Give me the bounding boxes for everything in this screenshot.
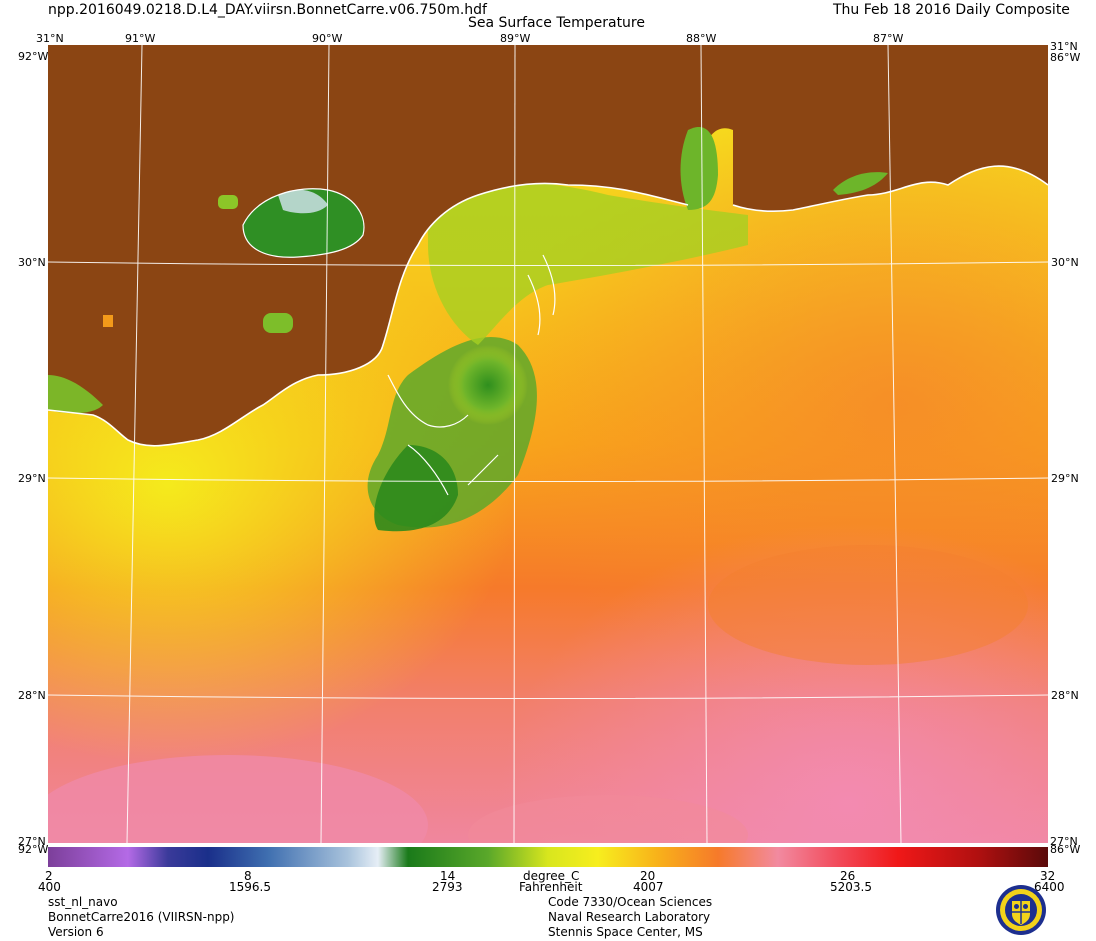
lon-label-89w: 89°W <box>500 32 531 45</box>
product-title: Sea Surface Temperature <box>468 15 645 31</box>
footer-version: Version 6 <box>48 925 104 939</box>
lat-label-28n-left: 28°N <box>18 689 46 702</box>
lon-label-91w: 91°W <box>125 32 156 45</box>
lon-label-87w: 87°W <box>873 32 904 45</box>
footer-product: sst_nl_navo <box>48 895 118 909</box>
lat-label-29n-left: 29°N <box>18 472 46 485</box>
cbar-tick-f-2: 2793 <box>432 880 463 894</box>
corner-lon-bottom-right: 86°W <box>1050 843 1081 856</box>
coastline <box>48 165 1048 447</box>
lon-label-88w: 88°W <box>686 32 717 45</box>
cbar-unit-f: Fahrenheit <box>519 880 583 894</box>
footer-region: BonnetCarre2016 (VIIRSN-npp) <box>48 910 235 924</box>
land-mass <box>48 45 1048 446</box>
corner-lon-top-right: 86°W <box>1050 51 1081 64</box>
lat-label-28n-right: 28°N <box>1051 689 1079 702</box>
cbar-tick-f-5: 6400 <box>1034 880 1065 894</box>
lake-pontchartrain <box>243 188 364 258</box>
cbar-tick-f-1: 1596.5 <box>229 880 271 894</box>
lat-label-29n-right: 29°N <box>1051 472 1079 485</box>
nrl-seal-icon <box>996 885 1046 935</box>
corner-lon-bottom-left: 92°W <box>18 843 49 856</box>
lat-label-30n-left: 30°N <box>18 256 46 269</box>
corner-lon-top-left: 92°W <box>18 50 49 63</box>
corner-lat-top-right: 31°N <box>1050 40 1078 53</box>
graticule <box>48 45 1048 843</box>
cbar-tick-c-3: 20 <box>640 869 656 883</box>
cbar-tick-c-2: 14 <box>440 869 456 883</box>
cbar-tick-c-0: 2 <box>45 869 53 883</box>
cbar-tick-f-4: 5203.5 <box>830 880 872 894</box>
cbar-tick-c-1: 8 <box>244 869 252 883</box>
corner-lat-bottom-right: 27°N <box>1050 835 1078 848</box>
cbar-tick-c-5: 32 <box>1040 869 1056 883</box>
date-label: Thu Feb 18 2016 Daily Composite <box>833 2 1070 18</box>
cbar-tick-f-3: 4007 <box>633 880 664 894</box>
cbar-tick-c-4: 26 <box>840 869 856 883</box>
footer-location: Stennis Space Center, MS <box>548 925 703 939</box>
cbar-tick-f-0: 400 <box>38 880 61 894</box>
file-name: npp.2016049.0218.D.L4_DAY.viirsn.BonnetC… <box>48 2 487 18</box>
corner-lat-bottom-left: 27°N <box>18 835 46 848</box>
sst-map <box>48 45 1048 843</box>
lat-label-30n-right: 30°N <box>1051 256 1079 269</box>
footer-code: Code 7330/Ocean Sciences <box>548 895 713 909</box>
mobile-bay <box>680 127 718 210</box>
footer-lab: Naval Research Laboratory <box>548 910 711 924</box>
corner-lat-top-left: 31°N <box>36 32 64 45</box>
colorbar <box>48 847 1048 867</box>
cbar-unit-c: degree_C <box>523 869 580 883</box>
lon-label-90w: 90°W <box>312 32 343 45</box>
